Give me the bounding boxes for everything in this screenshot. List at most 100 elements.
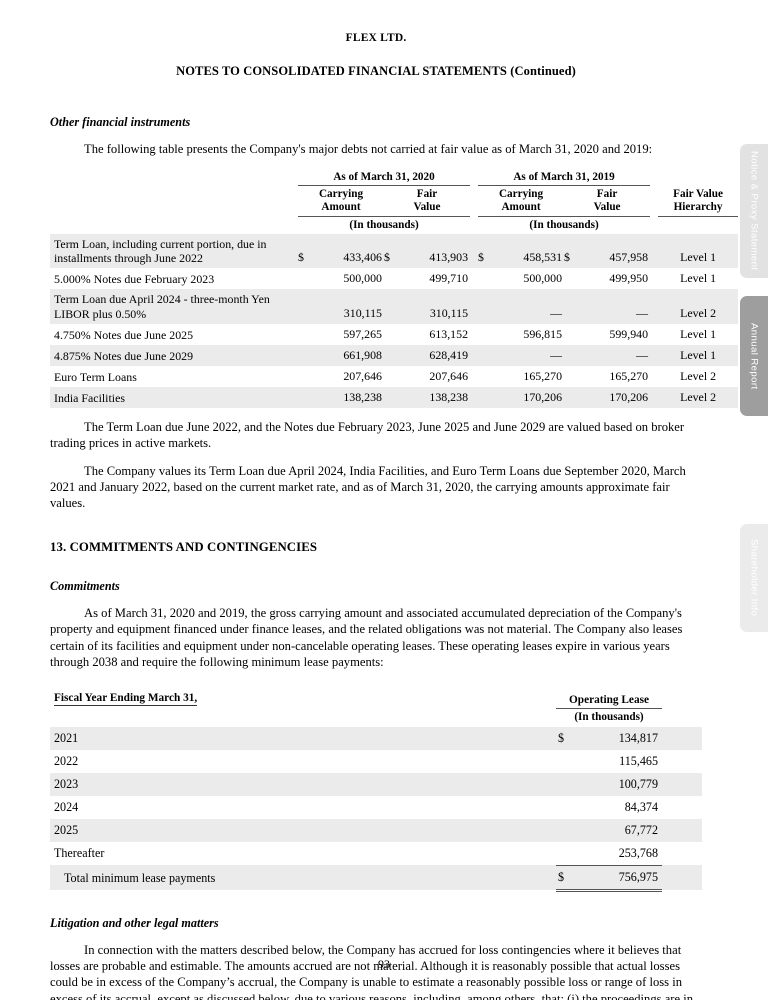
cell-currency-py-carrying xyxy=(478,345,493,367)
cell-currency-py-carrying xyxy=(478,268,493,290)
cell-currency xyxy=(556,795,582,819)
units-label-2020: (In thousands) xyxy=(298,215,471,234)
cell-currency-py-carrying xyxy=(478,289,493,325)
hierarchy-header-line1: Fair Value xyxy=(673,188,723,201)
sub-header-fair-2019: Fair Value xyxy=(564,186,650,217)
table-total-row: Total minimum lease payments $756,975 xyxy=(50,864,703,892)
side-tab-notice-proxy-statement[interactable]: Notice & Proxy Statement xyxy=(740,144,768,278)
cell-currency-py-carrying xyxy=(478,324,493,346)
cell-fair-value-hierarchy: Level 2 xyxy=(658,366,739,388)
cell-py-fair: 165,270 xyxy=(578,366,651,388)
document-subtitle: NOTES TO CONSOLIDATED FINANCIAL STATEMEN… xyxy=(176,64,576,78)
debt-table-units-row: (In thousands) (In thousands) xyxy=(50,215,739,234)
cell-fair-value-hierarchy: Level 1 xyxy=(658,268,739,290)
lease-table-units-row: (In thousands) xyxy=(50,708,702,727)
table-row: 2024 84,374 xyxy=(50,795,703,819)
section-heading-other-financial-instruments: Other financial instruments xyxy=(50,115,191,129)
sub-header-line1: Fair xyxy=(416,188,438,201)
cell-cy-fair: 499,710 xyxy=(398,268,471,290)
cell-currency-py-carrying xyxy=(478,366,493,388)
cell-value: 756,975 xyxy=(582,864,663,892)
units-label-2019: (In thousands) xyxy=(478,215,651,234)
debt-table-body: Term Loan, including current portion, du… xyxy=(50,233,739,409)
cell-cy-fair: 628,419 xyxy=(398,345,471,367)
group-header-2020: As of March 31, 2020 xyxy=(298,171,471,187)
cell-py-fair: 170,206 xyxy=(578,387,651,409)
cell-currency-cy-fair xyxy=(384,268,398,290)
lease-table-head: Fiscal Year Ending March 31, Operating L… xyxy=(50,692,702,727)
sub-header-line2: Value xyxy=(593,201,621,214)
cell-currency-py-fair xyxy=(564,387,579,409)
side-tab-annual-report[interactable]: Annual Report xyxy=(740,296,768,416)
section-heading-litigation: Litigation and other legal matters xyxy=(50,915,219,930)
cell-currency-cy-fair xyxy=(384,345,398,367)
cell-cy-fair: 207,646 xyxy=(398,366,471,388)
cell-currency-py-carrying: $ xyxy=(478,233,493,269)
cell-py-carrying: 596,815 xyxy=(492,324,565,346)
cell-py-carrying: 165,270 xyxy=(492,366,565,388)
table-row: 5.000% Notes due February 2023 500,000 499… xyxy=(50,268,739,290)
company-title: FLEX LTD. xyxy=(345,32,407,44)
group-header-2019: As of March 31, 2019 xyxy=(478,171,651,187)
row-label: 2021 xyxy=(50,726,556,750)
cell-currency xyxy=(556,749,582,773)
debt-table-group-header-row: As of March 31, 2020 As of March 31, 201… xyxy=(50,171,738,187)
cell-currency-py-fair xyxy=(564,324,579,346)
cell-py-fair: 499,950 xyxy=(578,268,651,290)
sub-header-line2: Value xyxy=(413,201,441,214)
table-row: Term Loan, including current portion, du… xyxy=(50,233,739,269)
side-tab-shareholder-info[interactable]: Shareholder Info xyxy=(740,524,768,632)
cell-currency: $ xyxy=(556,864,582,892)
table-row: 2023 100,779 xyxy=(50,772,703,796)
sub-header-line2: Amount xyxy=(321,201,361,214)
cell-value: 100,779 xyxy=(582,772,663,796)
page-content: FLEX LTD. NOTES TO CONSOLIDATED FINANCIA… xyxy=(50,0,739,1000)
cell-currency-cy-carrying xyxy=(298,324,312,346)
cell-currency-py-fair xyxy=(564,289,579,325)
lease-payments-table-wrapper: Fiscal Year Ending March 31, Operating L… xyxy=(50,692,703,892)
cell-py-fair: 457,958 xyxy=(578,233,651,269)
lease-value-header: Operating Lease xyxy=(556,692,663,709)
table-row: 2025 67,772 xyxy=(50,818,703,842)
cell-fair-value-hierarchy: Level 1 xyxy=(658,345,739,367)
cell-py-carrying: — xyxy=(492,345,565,367)
row-description: Euro Term Loans xyxy=(50,366,298,388)
cell-py-fair: — xyxy=(578,345,651,367)
cell-currency xyxy=(556,841,582,866)
sub-header-line2: Amount xyxy=(501,201,541,214)
page-number: 93 xyxy=(378,957,390,971)
cell-py-carrying: 458,531 xyxy=(492,233,565,269)
cell-py-fair: 599,940 xyxy=(578,324,651,346)
debt-fair-value-table: As of March 31, 2020 As of March 31, 201… xyxy=(50,171,739,409)
cell-cy-carrying: 310,115 xyxy=(312,289,384,325)
debt-table-head: As of March 31, 2020 As of March 31, 201… xyxy=(50,171,739,234)
hierarchy-header-line2: Hierarchy xyxy=(673,201,723,214)
cell-currency-cy-carrying xyxy=(298,289,312,325)
paragraph-table-intro: The following table presents the Company… xyxy=(84,142,653,156)
paragraph-litigation-body: In connection with the matters described… xyxy=(50,942,694,1000)
lease-table-body: 2021 $134,817 2022 115,465 2023 100,779 2024 84… xyxy=(50,726,703,892)
cell-cy-carrying: 500,000 xyxy=(312,268,384,290)
cell-value: 84,374 xyxy=(582,795,663,819)
cell-currency xyxy=(556,818,582,842)
cell-py-carrying: — xyxy=(492,289,565,325)
paragraph-commitments-body: As of March 31, 2020 and 2019, the gross… xyxy=(50,605,683,669)
lease-row-header: Fiscal Year Ending March 31, xyxy=(50,692,556,708)
cell-currency: $ xyxy=(556,726,582,750)
table-row: 2021 $134,817 xyxy=(50,726,703,750)
cell-value: 67,772 xyxy=(582,818,663,842)
lease-row-header-text: Fiscal Year Ending March 31, xyxy=(54,692,198,707)
table-row: 4.875% Notes due June 2029 661,908 628,419… xyxy=(50,345,739,367)
row-description: 4.750% Notes due June 2025 xyxy=(50,324,298,346)
cell-fair-value-hierarchy: Level 1 xyxy=(658,324,739,346)
cell-currency-py-fair xyxy=(564,366,579,388)
cell-currency-py-carrying xyxy=(478,387,493,409)
side-tab-label: Notice & Proxy Statement xyxy=(748,151,760,271)
section-heading-commitments-contingencies: 13. COMMITMENTS AND CONTINGENCIES xyxy=(50,539,318,554)
sub-header-fair-2020: Fair Value xyxy=(384,186,470,217)
row-label: 2024 xyxy=(50,795,556,819)
cell-cy-carrying: 433,406 xyxy=(312,233,384,269)
cell-cy-carrying: 138,238 xyxy=(312,387,384,409)
cell-currency-cy-fair xyxy=(384,366,398,388)
cell-currency-cy-carrying: $ xyxy=(298,233,312,269)
